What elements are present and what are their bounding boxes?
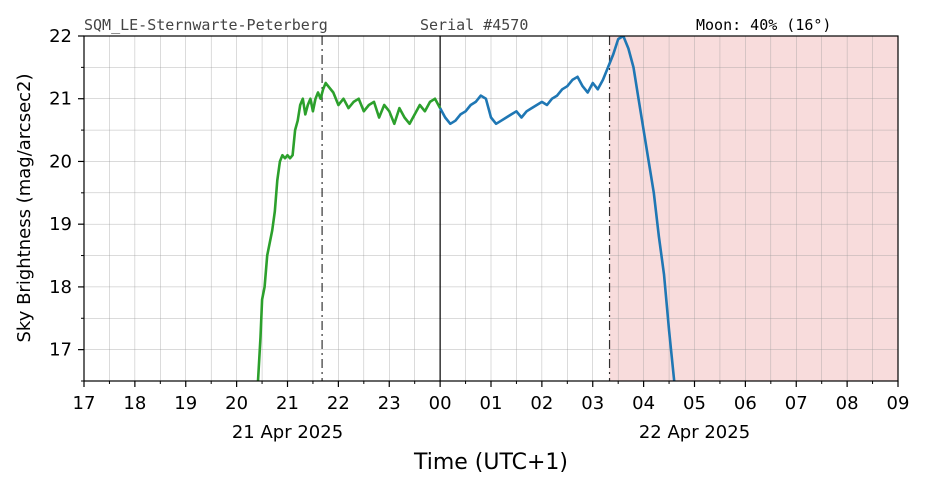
x-tick-label: 01 bbox=[480, 393, 503, 414]
x-tick-label: 07 bbox=[785, 393, 808, 414]
x-tick-label: 17 bbox=[73, 393, 96, 414]
x-tick-label: 05 bbox=[683, 393, 706, 414]
series-morning bbox=[438, 36, 676, 381]
x-tick-label: 21 bbox=[276, 393, 299, 414]
station-name: SQM_LE-Sternwarte-Peterberg bbox=[84, 16, 328, 34]
x-tick-label: 23 bbox=[378, 393, 401, 414]
date-label: 21 Apr 2025 bbox=[232, 422, 343, 443]
y-tick-label: 20 bbox=[49, 151, 72, 172]
x-tick-label: 02 bbox=[530, 393, 553, 414]
y-tick-label: 17 bbox=[49, 340, 72, 361]
y-tick-label: 18 bbox=[49, 277, 72, 298]
y-tick-label: 22 bbox=[49, 26, 72, 47]
x-axis-title: Time (UTC+1) bbox=[413, 450, 568, 475]
daylight-shade bbox=[609, 36, 898, 381]
x-tick-label: 19 bbox=[174, 393, 197, 414]
x-tick-label: 00 bbox=[429, 393, 452, 414]
date-label: 22 Apr 2025 bbox=[639, 422, 750, 443]
x-tick-label: 04 bbox=[632, 393, 655, 414]
x-tick-label: 20 bbox=[225, 393, 248, 414]
serial-number: Serial #4570 bbox=[420, 16, 528, 34]
series-evening bbox=[256, 81, 442, 381]
y-tick-label: 21 bbox=[49, 89, 72, 110]
x-tick-label: 18 bbox=[123, 393, 146, 414]
y-tick-label: 19 bbox=[49, 214, 72, 235]
x-tick-label: 03 bbox=[581, 393, 604, 414]
x-tick-label: 09 bbox=[887, 393, 910, 414]
moon-info: Moon: 40% (16°) bbox=[696, 16, 831, 34]
x-tick-label: 22 bbox=[327, 393, 350, 414]
x-tick-label: 06 bbox=[734, 393, 757, 414]
y-axis-title: Sky Brightness (mag/arcsec2) bbox=[14, 73, 35, 342]
x-tick-label: 08 bbox=[836, 393, 859, 414]
